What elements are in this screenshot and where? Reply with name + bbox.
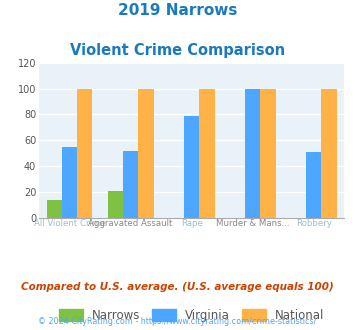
Text: Compared to U.S. average. (U.S. average equals 100): Compared to U.S. average. (U.S. average …: [21, 282, 334, 292]
Bar: [138, 88, 153, 218]
Bar: [77, 88, 92, 218]
Bar: [245, 88, 261, 218]
Text: Violent Crime Comparison: Violent Crime Comparison: [70, 43, 285, 58]
Bar: [200, 88, 214, 218]
Bar: [261, 88, 275, 218]
Text: All Violent Crime: All Violent Crime: [34, 219, 105, 228]
Bar: [123, 150, 138, 218]
Text: Rape: Rape: [181, 219, 203, 228]
Bar: [184, 116, 200, 218]
Legend: Narrows, Virginia, National: Narrows, Virginia, National: [54, 304, 329, 327]
Bar: [108, 191, 123, 218]
Bar: [322, 88, 337, 218]
Bar: [47, 200, 62, 218]
Text: Robbery: Robbery: [296, 219, 332, 228]
Text: 2019 Narrows: 2019 Narrows: [118, 3, 237, 18]
Text: Aggravated Assault: Aggravated Assault: [88, 219, 173, 228]
Text: © 2024 CityRating.com - https://www.cityrating.com/crime-statistics/: © 2024 CityRating.com - https://www.city…: [38, 317, 317, 326]
Text: Murder & Mans...: Murder & Mans...: [216, 219, 290, 228]
Bar: [62, 147, 77, 218]
Bar: [306, 152, 322, 218]
